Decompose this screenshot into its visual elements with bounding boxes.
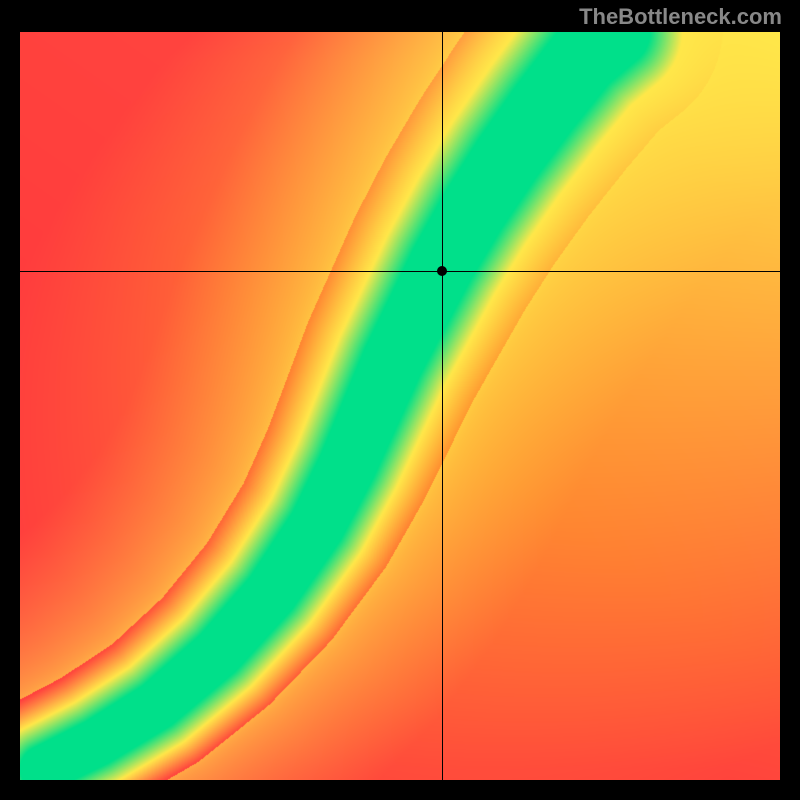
heatmap-canvas — [20, 32, 780, 780]
marker-dot — [437, 266, 447, 276]
chart-container: TheBottleneck.com — [0, 0, 800, 800]
plot-area — [20, 32, 780, 780]
crosshair-horizontal — [20, 271, 780, 272]
watermark-text: TheBottleneck.com — [579, 4, 782, 30]
crosshair-vertical — [442, 32, 443, 780]
